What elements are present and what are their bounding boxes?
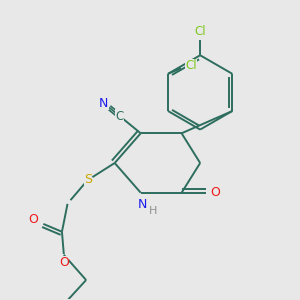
Text: H: H — [148, 206, 157, 216]
Text: O: O — [59, 256, 69, 269]
Text: O: O — [28, 213, 38, 226]
Text: S: S — [84, 173, 92, 186]
Text: Cl: Cl — [185, 59, 197, 72]
Text: Cl: Cl — [194, 25, 206, 38]
Text: O: O — [210, 186, 220, 199]
Text: N: N — [138, 198, 147, 211]
Text: C: C — [116, 110, 124, 123]
Text: N: N — [99, 97, 109, 110]
